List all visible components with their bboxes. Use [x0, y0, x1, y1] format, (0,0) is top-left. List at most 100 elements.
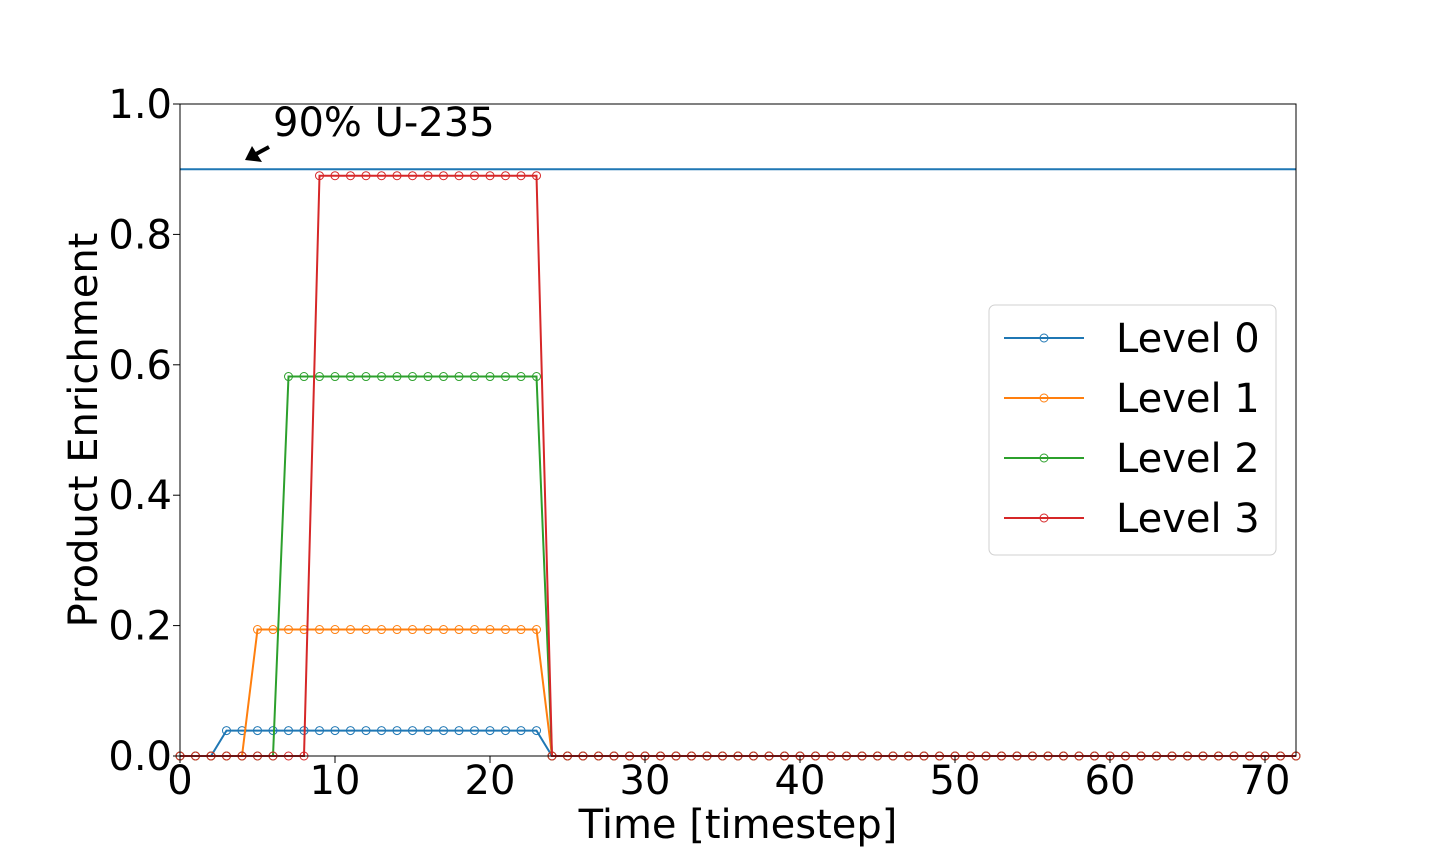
x-tick-label: 60	[1085, 758, 1136, 804]
x-tick-label: 20	[465, 758, 516, 804]
data-point	[377, 625, 386, 635]
legend-entry: Level 0	[1004, 316, 1260, 362]
data-point	[439, 372, 448, 382]
data-point	[485, 171, 495, 181]
x-tick-label: 50	[930, 758, 981, 804]
legend-label: Level 2	[1116, 436, 1260, 482]
y-tick-label: 0.4	[108, 473, 172, 519]
y-tick-label: 0.0	[108, 734, 172, 780]
data-point	[423, 372, 433, 382]
y-tick-label: 0.2	[108, 604, 172, 650]
data-point	[485, 372, 495, 382]
data-point	[423, 625, 433, 635]
data-point	[470, 625, 479, 635]
data-point	[392, 625, 402, 635]
data-point	[423, 726, 433, 736]
data-point	[532, 372, 541, 382]
data-point	[377, 726, 386, 736]
data-point	[501, 726, 510, 736]
data-point	[330, 625, 340, 635]
data-point	[315, 625, 324, 635]
data-point	[408, 171, 417, 181]
data-point	[454, 372, 464, 382]
legend-label: Level 0	[1116, 316, 1260, 362]
legend-swatch-marker	[1039, 453, 1049, 463]
data-point	[470, 372, 479, 382]
data-point	[501, 171, 510, 181]
annotation-arrow-shaft	[255, 145, 270, 156]
data-point	[532, 171, 541, 181]
annotation: 90% U-235	[245, 100, 495, 162]
legend-swatch-marker	[1039, 333, 1049, 343]
x-tick-label: 0	[167, 758, 192, 804]
data-point	[346, 625, 355, 635]
data-point	[439, 726, 448, 736]
legend-entry: Level 3	[1004, 496, 1260, 542]
data-point	[485, 625, 495, 635]
data-point	[330, 171, 340, 181]
data-point	[346, 372, 355, 382]
data-point	[377, 372, 386, 382]
legend-box	[988, 304, 1277, 556]
data-point	[454, 171, 464, 181]
data-point	[315, 726, 324, 736]
data-point	[315, 171, 324, 181]
plot-frame	[179, 103, 1297, 757]
data-point	[501, 372, 510, 382]
legend-swatch-marker	[1039, 393, 1049, 403]
data-point	[439, 171, 448, 181]
y-tick-label: 1.0	[108, 82, 172, 128]
y-tick-label: 0.6	[108, 343, 172, 389]
data-point	[408, 625, 417, 635]
legend-swatch-marker	[1039, 513, 1049, 523]
data-point	[470, 171, 479, 181]
data-point	[516, 171, 526, 181]
data-point	[392, 372, 402, 382]
data-point	[361, 171, 371, 181]
x-tick-label: 70	[1240, 758, 1291, 804]
data-point	[284, 726, 293, 736]
data-point	[315, 372, 324, 382]
data-point	[485, 726, 495, 736]
data-point	[377, 171, 386, 181]
data-point	[253, 625, 262, 635]
annotation-arrow-head	[245, 146, 262, 162]
data-point	[532, 726, 541, 736]
data-point	[439, 625, 448, 635]
data-point	[361, 625, 371, 635]
data-point	[408, 372, 417, 382]
data-point	[361, 726, 371, 736]
data-point	[516, 726, 526, 736]
legend-entry: Level 1	[1004, 376, 1260, 422]
data-point	[532, 625, 541, 635]
x-tick-label: 10	[310, 758, 361, 804]
legend-label: Level 3	[1116, 496, 1260, 542]
x-tick-label: 30	[620, 758, 671, 804]
data-point	[346, 171, 355, 181]
y-axis-label: Product Enrichment	[61, 233, 107, 628]
legend: Level 0 Level 1 Level 2 Level 3	[988, 304, 1277, 556]
data-point	[454, 726, 464, 736]
y-axis-ticks: 0.0 0.2 0.4 0.6 0.8 1.0	[108, 82, 180, 780]
annotation-text: 90% U-235	[273, 100, 495, 146]
data-point	[361, 372, 371, 382]
legend-entry: Level 2	[1004, 436, 1260, 482]
data-point	[253, 726, 262, 736]
data-point	[516, 625, 526, 635]
data-point	[392, 171, 402, 181]
legend-label: Level 1	[1116, 376, 1260, 422]
data-point	[423, 171, 433, 181]
data-point	[284, 625, 293, 635]
data-point	[330, 372, 340, 382]
data-point	[222, 726, 231, 736]
data-point	[516, 372, 526, 382]
data-point	[408, 726, 417, 736]
data-point	[284, 372, 293, 382]
data-point	[454, 625, 464, 635]
data-point	[392, 726, 402, 736]
data-point	[299, 372, 309, 382]
x-axis-ticks: 0 10 20 30 40 50 60 70	[167, 756, 1290, 804]
data-point	[330, 726, 340, 736]
y-tick-label: 0.8	[108, 212, 172, 258]
